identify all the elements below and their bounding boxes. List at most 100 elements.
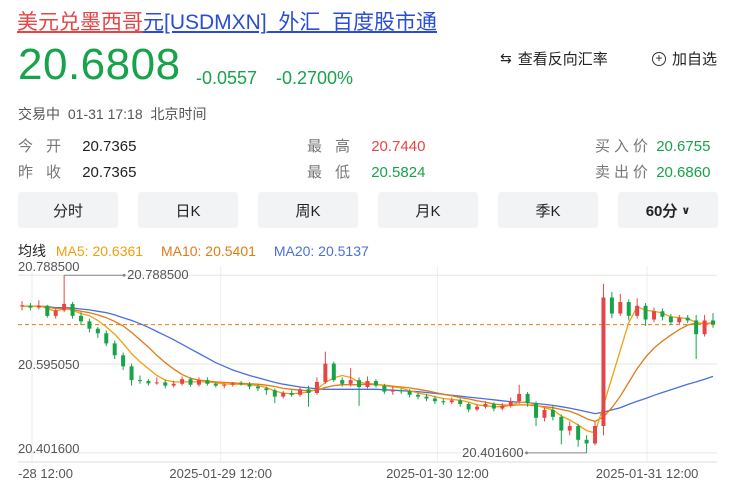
add-watchlist-button[interactable]: + 加自选 [652,48,717,69]
candle-body [668,316,673,323]
x-tick-label: -28 12:00 [18,466,73,481]
high-row: 最高 20.7440 [307,135,425,156]
candle-body [306,389,311,393]
open-row: 今开 20.7365 [18,135,136,156]
timezone-label: 北京时间 [150,106,207,122]
candle-body [239,383,244,385]
candle-body [635,305,640,316]
reverse-rate-button[interactable]: ⇆ 查看反向汇率 [500,48,608,69]
candle-body [314,381,319,393]
tab-timeshare[interactable]: 分时 [18,192,118,228]
candle-body [550,409,555,417]
legend-ma20: MA20: 20.5137 [273,243,369,259]
candle-body [685,317,690,321]
trading-status: 交易中 [18,106,60,122]
candle-body [289,392,294,395]
candle-body [618,302,623,314]
candlestick-chart[interactable]: 20.788500 20.595050 20.401600 -28 12:00 2025… [0,262,735,491]
bid-label: 买入价 [595,138,653,155]
swap-icon: ⇆ [500,50,512,66]
ma20-line [22,305,714,415]
candle-body [567,426,572,431]
candle-body [559,416,564,431]
tab-60min[interactable]: 60分 ∨ [618,192,718,228]
max-price-marker [122,273,126,277]
candle-body [180,379,185,384]
y-tick-label: 20.401600 [18,441,79,456]
candle-body [213,383,218,386]
candle-body [475,406,480,410]
y-tick-label: 20.788500 [18,262,79,274]
candle-body [112,343,117,356]
candle-body [70,303,75,316]
candle-body [36,305,41,308]
candle-body [424,396,429,399]
candle-body [45,305,50,316]
tab-weekly-k[interactable]: 周K [258,192,358,228]
candle-body [196,380,201,385]
candle-body [702,320,707,335]
candle-body [154,382,159,384]
x-tick-label: 2025-01-31 12:00 [596,466,699,481]
max-price-label: 20.788500 [127,267,188,282]
quote-time: 01-31 17:18 [67,106,143,122]
y-tick-label: 20.595050 [18,357,79,372]
candle-body [188,379,193,385]
page-title-highlight[interactable]: 美元兑墨西哥 [17,11,143,34]
candle-body [500,405,505,409]
tab-60min-label: 60分 [645,202,678,220]
low-value: 20.5824 [371,164,426,181]
candle-body [340,380,345,384]
candle-body [281,392,286,397]
legend-label: 均线 [18,243,46,259]
prev-close-value: 20.7365 [82,164,137,181]
current-price: 20.6808 [18,40,181,89]
candle-body [137,380,142,382]
prev-close-row: 昨收 20.7365 [18,161,136,182]
candle-body [205,380,210,384]
price-change: -0.0557 [196,68,258,88]
ask-value: 20.6860 [656,164,711,181]
candle-body [53,310,58,316]
low-row: 最低 20.5824 [307,161,425,182]
candle-body [163,382,168,386]
candle-body [365,381,370,387]
open-value: 20.7365 [82,138,137,155]
candle-body [694,320,699,335]
tab-monthly-k[interactable]: 月K [378,192,478,228]
reverse-rate-label: 查看反向汇率 [517,51,608,68]
candle-body [264,388,269,391]
candle-body [28,305,33,308]
candle-body [20,305,24,307]
candle-body [593,426,598,444]
candle-body [382,385,387,392]
candle-body [643,305,648,320]
bid-row: 买入价 20.6755 [595,135,710,156]
candle-body [677,317,682,323]
x-tick-label: 2025-01-30 12:00 [386,466,489,481]
candle-body [542,409,547,418]
page-title-rest[interactable]: 元[USDMXN]_外汇_百度股市通 [143,11,438,34]
candle-body [222,384,227,386]
chevron-down-icon: ∨ [681,204,691,217]
candle-body [272,390,277,397]
candle-body [62,303,67,311]
candle-body [390,390,395,392]
high-value: 20.7440 [371,138,426,155]
price-change-percent: -0.2700% [276,68,354,88]
tab-quarterly-k[interactable]: 季K [498,192,598,228]
candle-body [357,380,362,387]
candle-body [517,393,522,402]
candle-body [129,366,134,381]
period-tabs: 分时 日K 周K 月K 季K 60分 ∨ [18,192,718,228]
candle-body [432,398,437,402]
candle-body [601,297,606,427]
market-status: 交易中 01-31 17:18 北京时间 [18,104,207,124]
candle-body [652,311,657,320]
page-title[interactable]: 美元兑墨西哥元[USDMXN]_外汇_百度股市通 [17,6,437,36]
candle-body [534,403,539,418]
tab-daily-k[interactable]: 日K [138,192,238,228]
candle-body [247,384,252,387]
candle-body [441,401,446,403]
candle-body [416,394,421,397]
